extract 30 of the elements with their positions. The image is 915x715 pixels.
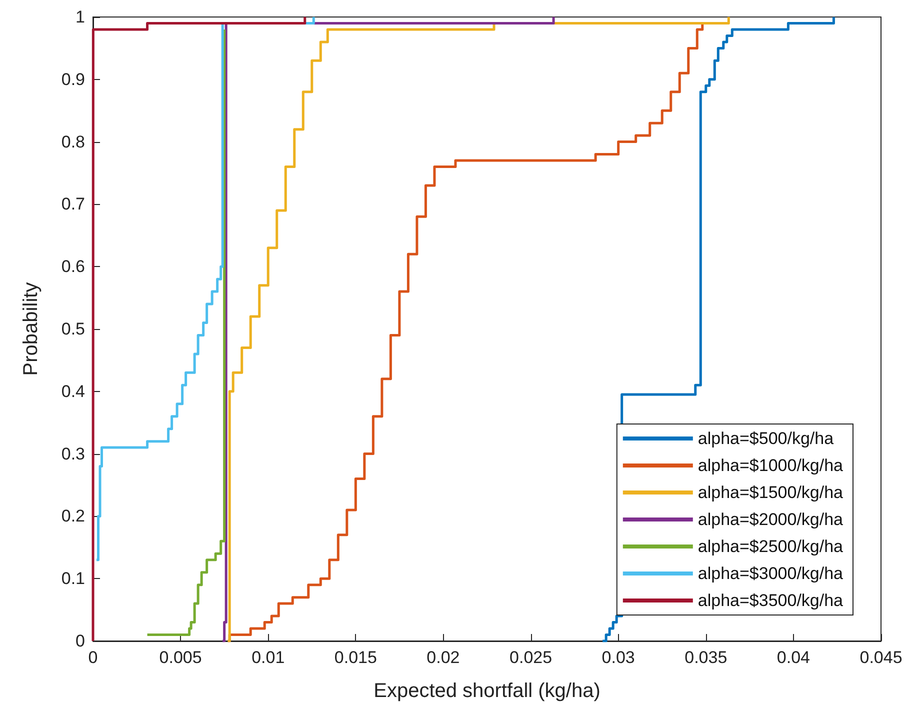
y-tick-label: 0.4 bbox=[61, 382, 85, 401]
legend-label: alpha=$1500/kg/ha bbox=[698, 483, 844, 502]
y-tick-label: 0.3 bbox=[61, 444, 85, 464]
legend-label: alpha=$1000/kg/ha bbox=[698, 456, 844, 475]
x-tick-label: 0.04 bbox=[776, 648, 810, 667]
y-tick-label: 0.8 bbox=[61, 132, 85, 152]
legend-label: alpha=$500/kg/ha bbox=[698, 429, 834, 448]
y-tick-label: 0 bbox=[76, 632, 85, 650]
x-tick-label: 0.01 bbox=[252, 648, 285, 667]
y-tick-label: 0.9 bbox=[61, 70, 85, 89]
legend-label: alpha=$2500/kg/ha bbox=[698, 537, 844, 556]
x-tick-label: 0.045 bbox=[860, 648, 902, 667]
x-tick-label: 0 bbox=[88, 648, 98, 667]
x-tick-label: 0.035 bbox=[684, 648, 728, 667]
y-tick-label: 0.7 bbox=[61, 194, 85, 214]
legend-label: alpha=$3000/kg/ha bbox=[698, 564, 844, 583]
x-tick-label: 0.02 bbox=[426, 648, 460, 667]
x-tick-label: 0.015 bbox=[334, 648, 377, 667]
legend-label: alpha=$3500/kg/ha bbox=[698, 591, 844, 610]
y-tick-label: 0.2 bbox=[61, 506, 85, 526]
y-tick-label: 0.1 bbox=[61, 569, 85, 588]
x-tick-label: 0.005 bbox=[159, 648, 202, 667]
x-axis-title: Expected shortfall (kg/ha) bbox=[374, 680, 600, 702]
y-tick-label: 1 bbox=[76, 8, 85, 26]
y-tick-label: 0.6 bbox=[61, 257, 85, 276]
legend-label: alpha=$2000/kg/ha bbox=[698, 510, 844, 529]
y-axis-title: Probability bbox=[20, 282, 42, 376]
y-tick-label: 0.5 bbox=[61, 320, 85, 338]
x-tick-label: 0.03 bbox=[602, 648, 635, 667]
x-tick-label: 0.025 bbox=[510, 648, 552, 667]
